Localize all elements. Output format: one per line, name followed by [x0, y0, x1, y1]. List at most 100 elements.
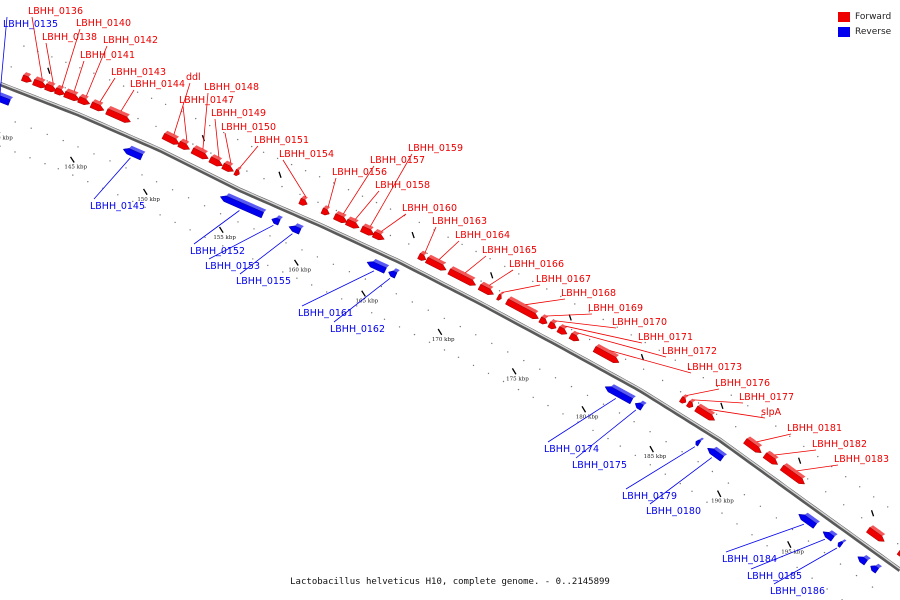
- gene-arrow[interactable]: [53, 84, 66, 96]
- gene-label[interactable]: LBHH_0161: [298, 308, 353, 319]
- gene-arrow[interactable]: [556, 324, 568, 335]
- gene-label[interactable]: LBHH_0176: [715, 378, 770, 389]
- gene-arrow[interactable]: [208, 154, 223, 167]
- gene-label[interactable]: LBHH_0140: [76, 18, 131, 29]
- gene-arrow[interactable]: [822, 530, 838, 542]
- gene-arrow[interactable]: [161, 130, 180, 145]
- gene-arrow[interactable]: [271, 215, 283, 226]
- gene-arrow[interactable]: [857, 555, 871, 566]
- gene-label[interactable]: LBHH_0181: [787, 423, 842, 434]
- gene-arrow[interactable]: [837, 539, 847, 548]
- gene-arrow[interactable]: [219, 193, 267, 219]
- gene-label[interactable]: LBHH_0173: [687, 362, 742, 373]
- gene-arrow[interactable]: [344, 216, 360, 229]
- gene-arrow[interactable]: [366, 259, 390, 274]
- gene-arrow[interactable]: [870, 563, 882, 574]
- gene-label[interactable]: LBHH_0155: [236, 276, 291, 287]
- gene-label[interactable]: LBHH_0160: [402, 203, 457, 214]
- gene-arrow[interactable]: [865, 525, 886, 542]
- gene-label[interactable]: LBHH_0150: [221, 122, 276, 133]
- gene-label[interactable]: LBHH_0175: [572, 460, 627, 471]
- gene-label[interactable]: LBHH_0157: [370, 155, 425, 166]
- gene-label[interactable]: LBHH_0186: [770, 586, 825, 597]
- gene-label[interactable]: LBHH_0172: [662, 346, 717, 357]
- gene-label[interactable]: LBHH_0179: [622, 491, 677, 502]
- gene-arrow[interactable]: [568, 330, 580, 342]
- gene-arrow[interactable]: [221, 160, 235, 172]
- gene-label[interactable]: LBHH_0169: [588, 303, 643, 314]
- gene-arrow[interactable]: [20, 72, 33, 83]
- gene-label[interactable]: LBHH_0168: [561, 288, 616, 299]
- gene-label[interactable]: LBHH_0143: [111, 67, 166, 78]
- gene-label[interactable]: LBHH_0144: [130, 79, 185, 90]
- gene-label[interactable]: slpA: [761, 407, 782, 418]
- gene-label[interactable]: LBHH_0135: [3, 19, 58, 30]
- gene-arrow[interactable]: [388, 268, 400, 279]
- gene-label[interactable]: LBHH_0138: [42, 32, 97, 43]
- gene-label[interactable]: LBHH_0165: [482, 245, 537, 256]
- gene-arrow[interactable]: [447, 266, 477, 286]
- gene-arrow[interactable]: [496, 291, 505, 301]
- gene-arrow[interactable]: [89, 99, 105, 112]
- gene-arrow[interactable]: [538, 314, 549, 325]
- gene-label[interactable]: ddl: [186, 72, 201, 83]
- gene-arrow[interactable]: [0, 92, 13, 106]
- gene-arrow[interactable]: [288, 223, 304, 235]
- gene-label[interactable]: LBHH_0159: [408, 143, 463, 154]
- gene-arrow[interactable]: [505, 296, 539, 320]
- gene-label[interactable]: LBHH_0141: [80, 50, 135, 61]
- gene-label[interactable]: LBHH_0148: [204, 82, 259, 93]
- gene-label[interactable]: LBHH_0174: [544, 444, 599, 455]
- gene-label[interactable]: LBHH_0142: [103, 35, 158, 46]
- gene-label[interactable]: LBHH_0163: [432, 216, 487, 227]
- gene-arrow[interactable]: [694, 403, 716, 421]
- gene-label[interactable]: LBHH_0156: [332, 167, 387, 178]
- gene-arrow[interactable]: [604, 384, 636, 405]
- gene-arrow[interactable]: [477, 281, 495, 295]
- gene-arrow[interactable]: [634, 400, 647, 411]
- gene-arrow[interactable]: [695, 437, 704, 447]
- gene-arrow[interactable]: [77, 93, 91, 106]
- gene-label[interactable]: LBHH_0170: [612, 317, 667, 328]
- gene-arrow[interactable]: [122, 145, 146, 161]
- gene-label[interactable]: LBHH_0183: [834, 454, 889, 465]
- gene-label[interactable]: LBHH_0152: [190, 246, 245, 257]
- gene-arrow[interactable]: [298, 195, 308, 206]
- gene-arrow[interactable]: [320, 205, 331, 216]
- gene-arrow[interactable]: [779, 463, 806, 485]
- gene-arrow[interactable]: [798, 512, 820, 529]
- gene-arrow[interactable]: [762, 450, 779, 465]
- gene-arrow[interactable]: [424, 254, 447, 271]
- gene-arrow[interactable]: [707, 446, 728, 462]
- gene-label[interactable]: LBHH_0149: [211, 108, 266, 119]
- gene-label[interactable]: LBHH_0147: [179, 95, 234, 106]
- gene-label[interactable]: LBHH_0151: [254, 135, 309, 146]
- gene-label[interactable]: LBHH_0167: [536, 274, 591, 285]
- gene-arrow[interactable]: [592, 344, 620, 363]
- gene-arrow[interactable]: [896, 547, 900, 557]
- gene-label[interactable]: LBHH_0180: [646, 506, 701, 517]
- gene-arrow[interactable]: [233, 166, 242, 177]
- gene-arrow[interactable]: [177, 138, 191, 150]
- gene-label[interactable]: LBHH_0185: [747, 571, 802, 582]
- gene-arrow[interactable]: [371, 229, 385, 241]
- gene-label[interactable]: LBHH_0158: [375, 180, 430, 191]
- gene-arrow[interactable]: [105, 106, 131, 123]
- gene-label[interactable]: LBHH_0136: [28, 6, 83, 17]
- gene-label[interactable]: LBHH_0164: [455, 230, 510, 241]
- gene-arrow[interactable]: [44, 81, 58, 93]
- gene-label[interactable]: LBHH_0182: [812, 439, 867, 450]
- gene-arrow[interactable]: [417, 250, 428, 261]
- gene-label[interactable]: LBHH_0166: [509, 259, 564, 270]
- gene-label[interactable]: LBHH_0184: [722, 554, 777, 565]
- gene-label[interactable]: LBHH_0177: [739, 392, 794, 403]
- gene-arrow[interactable]: [32, 76, 48, 89]
- gene-label[interactable]: LBHH_0162: [330, 324, 385, 335]
- gene-arrow[interactable]: [743, 436, 763, 453]
- gene-arrow[interactable]: [359, 223, 375, 236]
- gene-arrow[interactable]: [332, 211, 348, 224]
- gene-label[interactable]: LBHH_0171: [638, 332, 693, 343]
- gene-label[interactable]: LBHH_0153: [205, 261, 260, 272]
- gene-arrow[interactable]: [547, 319, 558, 330]
- gene-arrow[interactable]: [190, 145, 209, 160]
